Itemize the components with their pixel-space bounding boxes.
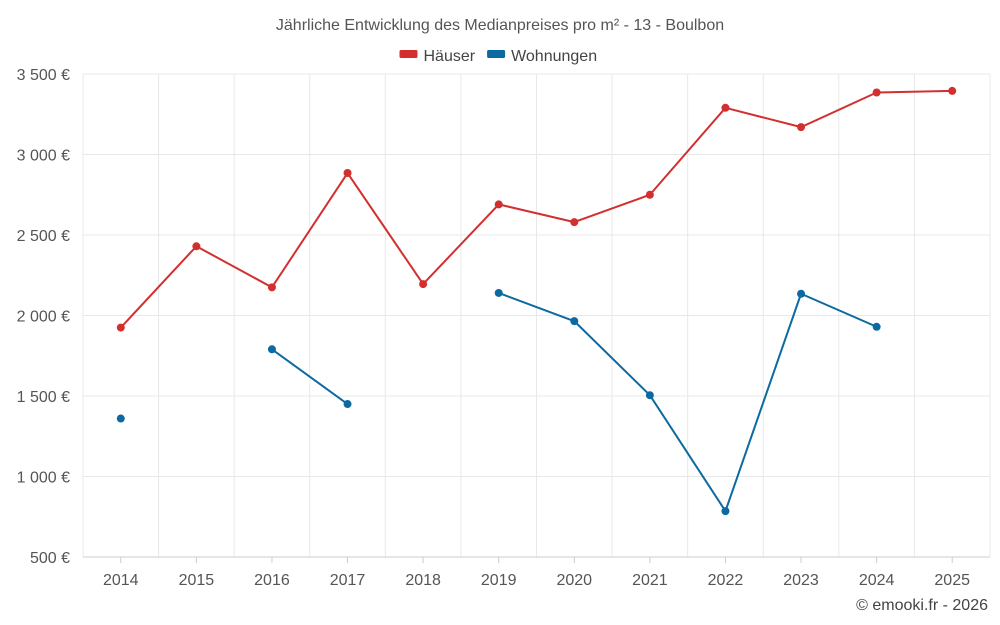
y-tick-label: 2 500 € bbox=[17, 228, 70, 245]
series-0-line bbox=[120, 89, 953, 329]
series-1-point bbox=[116, 414, 125, 423]
series-1-point bbox=[645, 391, 654, 400]
x-tick-label: 2019 bbox=[481, 572, 517, 589]
x-tick-label: 2016 bbox=[254, 572, 290, 589]
y-tick-label: 3 000 € bbox=[17, 148, 70, 165]
series-0-point bbox=[797, 123, 806, 132]
legend-swatch-1 bbox=[487, 50, 506, 58]
x-tick-label: 2022 bbox=[708, 572, 744, 589]
series-1-point bbox=[797, 289, 806, 298]
series-0-point bbox=[948, 86, 957, 95]
series-1 bbox=[116, 288, 881, 516]
x-tick-label: 2015 bbox=[179, 572, 215, 589]
y-tick-label: 2 000 € bbox=[17, 309, 70, 326]
x-tick-label: 2018 bbox=[405, 572, 441, 589]
x-tick-label: 2025 bbox=[934, 572, 970, 589]
series-1-point bbox=[267, 345, 276, 354]
y-tick-label: 1 000 € bbox=[17, 470, 70, 487]
legend: Häuser Wohnungen bbox=[399, 48, 597, 65]
chart-title: Jährliche Entwicklung des Medianpreises … bbox=[276, 17, 724, 34]
series-0-point bbox=[343, 169, 352, 178]
x-tick-label: 2023 bbox=[783, 572, 819, 589]
series-0-point bbox=[267, 283, 276, 292]
series-1-point bbox=[343, 400, 352, 409]
y-tick-label: 500 € bbox=[30, 550, 70, 567]
x-tick-label: 2024 bbox=[859, 572, 895, 589]
series-layer bbox=[116, 86, 957, 516]
series-0-point bbox=[192, 242, 201, 251]
series-1-point bbox=[872, 322, 881, 331]
series-0 bbox=[116, 86, 957, 332]
series-1-line bbox=[498, 292, 878, 513]
y-tick-label: 3 500 € bbox=[17, 67, 70, 84]
axes: 500 € 1 000 € 1 500 € 2 000 € 2 500 € 3 000 €… bbox=[17, 67, 970, 589]
series-1-point bbox=[494, 288, 503, 297]
series-0-point bbox=[570, 218, 579, 227]
series-0-point bbox=[494, 200, 503, 209]
copyright-text: © emooki.fr - 2026 bbox=[856, 597, 988, 614]
series-0-point bbox=[116, 323, 125, 332]
series-1-point bbox=[570, 317, 579, 326]
legend-swatch-0 bbox=[399, 50, 418, 58]
x-tick-label: 2017 bbox=[330, 572, 366, 589]
x-tick-label: 2021 bbox=[632, 572, 668, 589]
x-tick-label: 2014 bbox=[103, 572, 139, 589]
series-0-point bbox=[721, 103, 730, 112]
grid bbox=[82, 73, 991, 558]
series-0-point bbox=[872, 88, 881, 97]
series-1-line bbox=[271, 348, 349, 405]
legend-label-0: Häuser bbox=[424, 48, 476, 65]
series-1-point bbox=[721, 507, 730, 516]
legend-label-1: Wohnungen bbox=[511, 48, 597, 65]
y-tick-label: 1 500 € bbox=[17, 389, 70, 406]
series-0-point bbox=[419, 280, 428, 289]
series-0-point bbox=[645, 190, 654, 199]
x-tick-label: 2020 bbox=[556, 572, 592, 589]
